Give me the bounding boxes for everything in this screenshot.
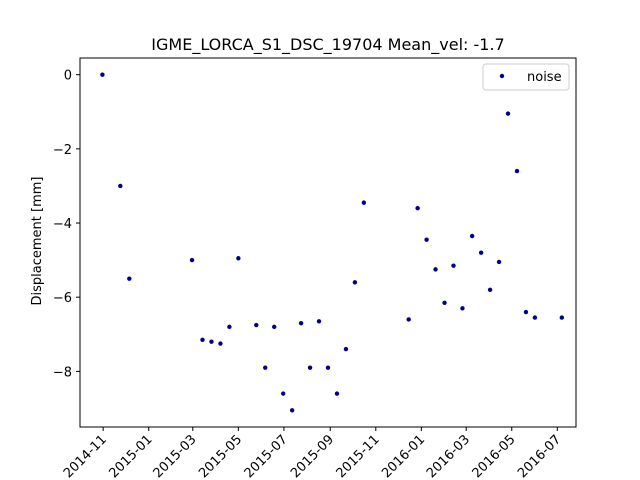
y-tick-label: −2 <box>53 143 72 158</box>
legend-label: noise <box>527 70 562 85</box>
data-point <box>505 111 511 116</box>
data-point <box>487 287 493 292</box>
data-point <box>127 276 132 281</box>
data-point <box>361 200 367 205</box>
data-point <box>415 205 420 211</box>
data-point <box>298 320 304 326</box>
data-point <box>236 256 241 261</box>
data-point <box>272 324 277 330</box>
axes-frame <box>79 57 577 428</box>
y-tick-label: −6 <box>53 291 72 306</box>
data-point <box>200 337 205 343</box>
data-point <box>460 306 465 311</box>
data-point <box>514 168 520 174</box>
data-point <box>424 237 429 242</box>
data-point <box>289 408 295 413</box>
data-point <box>263 365 268 370</box>
data-point <box>100 72 105 77</box>
data-point <box>433 267 438 272</box>
data-point <box>451 263 456 268</box>
data-point <box>209 339 214 344</box>
data-point <box>316 319 322 324</box>
y-axis-label: Displacement [mm] <box>30 177 45 306</box>
legend: noise <box>482 63 570 91</box>
data-point <box>469 233 475 239</box>
data-point <box>406 317 411 322</box>
y-tick-label: −4 <box>53 217 72 232</box>
data-point <box>254 322 259 328</box>
y-tick-label: −8 <box>53 365 72 380</box>
data-point <box>227 324 232 330</box>
legend-box <box>482 63 570 91</box>
data-point <box>559 315 565 320</box>
data-point <box>343 346 349 352</box>
chart-title: IGME_LORCA_S1_DSC_19704 Mean_vel: -1.7 <box>151 35 504 55</box>
data-point <box>307 365 313 370</box>
data-point <box>189 257 195 263</box>
legend-marker <box>499 73 505 79</box>
data-point <box>532 315 538 320</box>
data-point <box>334 391 340 396</box>
data-point <box>118 183 123 189</box>
data-point <box>352 280 358 285</box>
data-point <box>442 300 447 305</box>
data-point <box>496 259 502 265</box>
y-tick-label: 0 <box>64 69 72 84</box>
data-point <box>218 341 223 346</box>
data-point <box>523 309 529 315</box>
data-point <box>325 365 331 370</box>
data-point <box>478 250 484 255</box>
data-point <box>280 391 286 396</box>
